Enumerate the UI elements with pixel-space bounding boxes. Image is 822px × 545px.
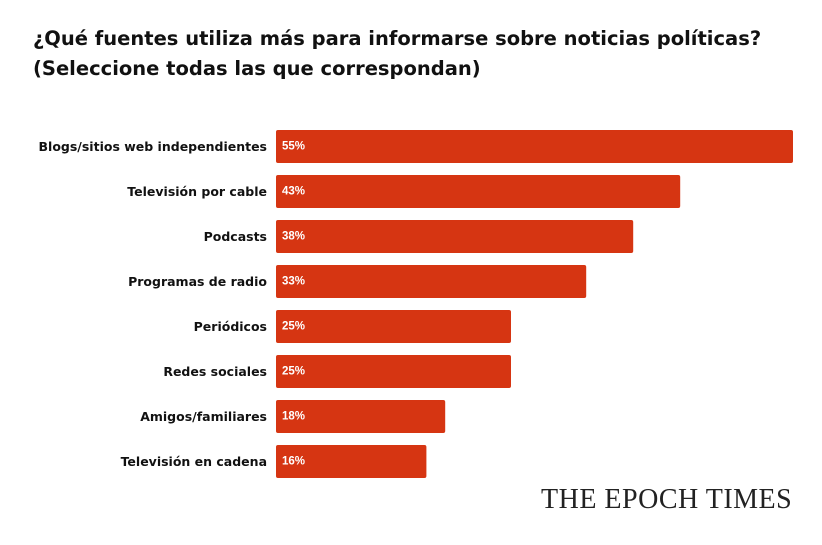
chart-title: ¿Qué fuentes utiliza más para informarse…	[33, 24, 761, 84]
chart-title-line-1: ¿Qué fuentes utiliza más para informarse…	[33, 27, 762, 50]
value-label-4: 33%	[282, 276, 305, 288]
category-label-1: Blogs/sitios web independientes	[39, 139, 267, 154]
category-label-8: Televisión en cadena	[121, 454, 267, 469]
category-label-2: Televisión por cable	[127, 184, 267, 199]
value-label-3: 38%	[282, 231, 305, 243]
chart-title-line-2: (Seleccione todas las que correspondan)	[33, 57, 481, 80]
category-label-6: Redes sociales	[163, 364, 267, 379]
value-label-1: 55%	[282, 141, 305, 153]
value-label-7: 18%	[282, 411, 305, 423]
bar-1	[276, 130, 793, 163]
bar-8	[276, 445, 427, 478]
value-label-8: 16%	[282, 456, 305, 468]
bar-5	[276, 310, 511, 343]
category-label-4: Programas de radio	[128, 274, 267, 289]
bar-3	[276, 220, 634, 253]
bar-6	[276, 355, 511, 388]
category-label-5: Periódicos	[194, 319, 267, 334]
value-label-5: 25%	[282, 321, 305, 333]
value-label-6: 25%	[282, 366, 305, 378]
epoch-times-logo: THE EPOCH TIMES	[541, 484, 793, 515]
bar-7	[276, 400, 446, 433]
category-label-3: Podcasts	[204, 229, 267, 244]
value-label-2: 43%	[282, 186, 305, 198]
bar-2	[276, 175, 681, 208]
bar-4	[276, 265, 587, 298]
category-label-7: Amigos/familiares	[140, 409, 267, 424]
